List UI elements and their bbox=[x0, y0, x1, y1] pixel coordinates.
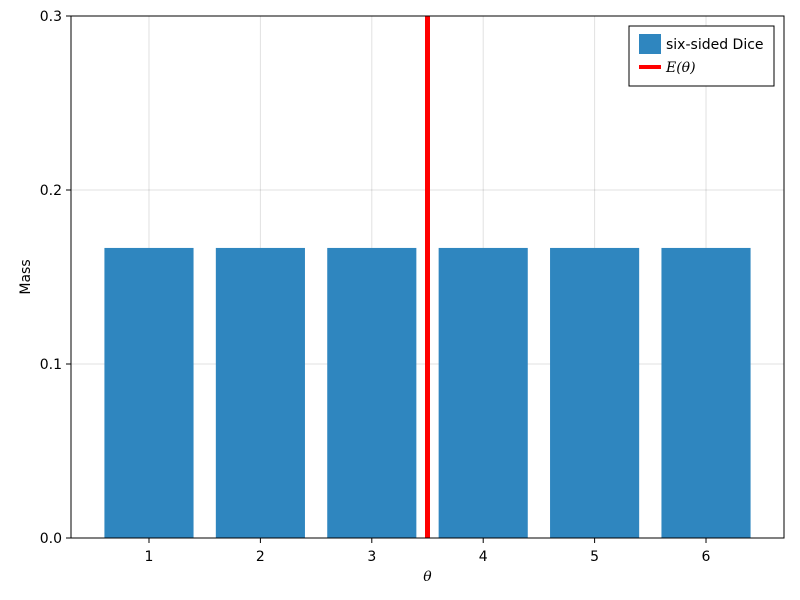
bar-3 bbox=[327, 247, 417, 538]
bar-5 bbox=[550, 247, 640, 538]
x-tick-label-1: 1 bbox=[145, 549, 154, 565]
x-axis-ticks: 1 2 3 4 5 6 bbox=[145, 538, 711, 565]
x-tick-label-5: 5 bbox=[590, 549, 599, 565]
y-tick-label-0.0: 0.0 bbox=[40, 531, 62, 547]
y-tick-label-0.1: 0.1 bbox=[40, 357, 62, 373]
y-axis-ticks: 0.0 0.1 0.2 0.3 bbox=[40, 9, 71, 547]
plot-frame bbox=[70, 15, 785, 539]
legend-label-bar: six-sided Dice bbox=[666, 37, 764, 53]
bars bbox=[104, 247, 751, 538]
x-tick-label-4: 4 bbox=[479, 549, 488, 565]
bar-2 bbox=[215, 247, 305, 538]
x-axis-label: θ bbox=[423, 569, 432, 585]
legend: six-sided Dice E(θ) bbox=[628, 25, 775, 87]
x-tick-label-3: 3 bbox=[367, 549, 376, 565]
x-tick-label-6: 6 bbox=[702, 549, 711, 565]
x-tick-label-2: 2 bbox=[256, 549, 265, 565]
y-tick-label-0.3: 0.3 bbox=[40, 9, 62, 25]
bar-1 bbox=[104, 247, 194, 538]
y-axis-label: Mass bbox=[18, 259, 34, 294]
bar-4 bbox=[438, 247, 528, 538]
bar-6 bbox=[661, 247, 751, 538]
y-tick-label-0.2: 0.2 bbox=[40, 183, 62, 199]
legend-swatch-bar bbox=[639, 34, 661, 54]
legend-label-line: E(θ) bbox=[665, 60, 696, 76]
